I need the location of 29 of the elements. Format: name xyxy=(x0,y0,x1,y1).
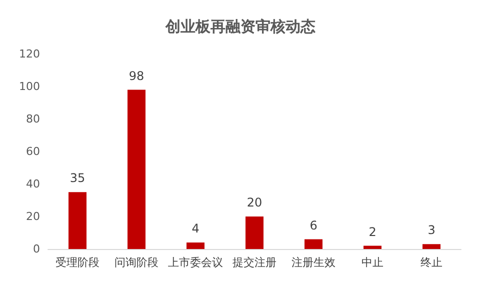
x-tick-label: 提交注册 xyxy=(232,256,276,269)
data-label: 3 xyxy=(428,223,436,238)
data-label: 2 xyxy=(368,224,376,239)
x-tick-label: 问询阶段 xyxy=(114,256,158,269)
bar xyxy=(422,244,440,249)
x-tick-label: 中止 xyxy=(362,256,384,269)
y-tick-label: 120 xyxy=(19,48,40,60)
y-tick-label: 20 xyxy=(26,210,40,223)
y-tick-label: 100 xyxy=(19,80,40,93)
x-tick-label: 注册生效 xyxy=(292,256,336,269)
bar xyxy=(186,242,204,249)
x-tick-label: 受理阶段 xyxy=(56,256,100,269)
y-tick-label: 0 xyxy=(33,242,40,256)
y-tick-label: 60 xyxy=(26,145,40,158)
chart-title: 创业板再融资审核动态 xyxy=(164,18,316,36)
bar xyxy=(304,239,322,249)
data-label: 6 xyxy=(310,218,318,232)
y-tick-label: 80 xyxy=(26,112,40,126)
bar xyxy=(68,192,86,249)
x-tick-label: 终止 xyxy=(420,256,442,269)
bar xyxy=(246,216,264,249)
data-label: 35 xyxy=(70,171,86,186)
data-label: 98 xyxy=(128,68,144,83)
bar xyxy=(364,246,382,249)
data-label: 4 xyxy=(192,222,200,236)
y-tick-label: 40 xyxy=(26,178,40,190)
data-label: 20 xyxy=(246,196,262,210)
bar xyxy=(128,90,146,249)
x-tick-label: 上市委会议 xyxy=(168,256,223,269)
